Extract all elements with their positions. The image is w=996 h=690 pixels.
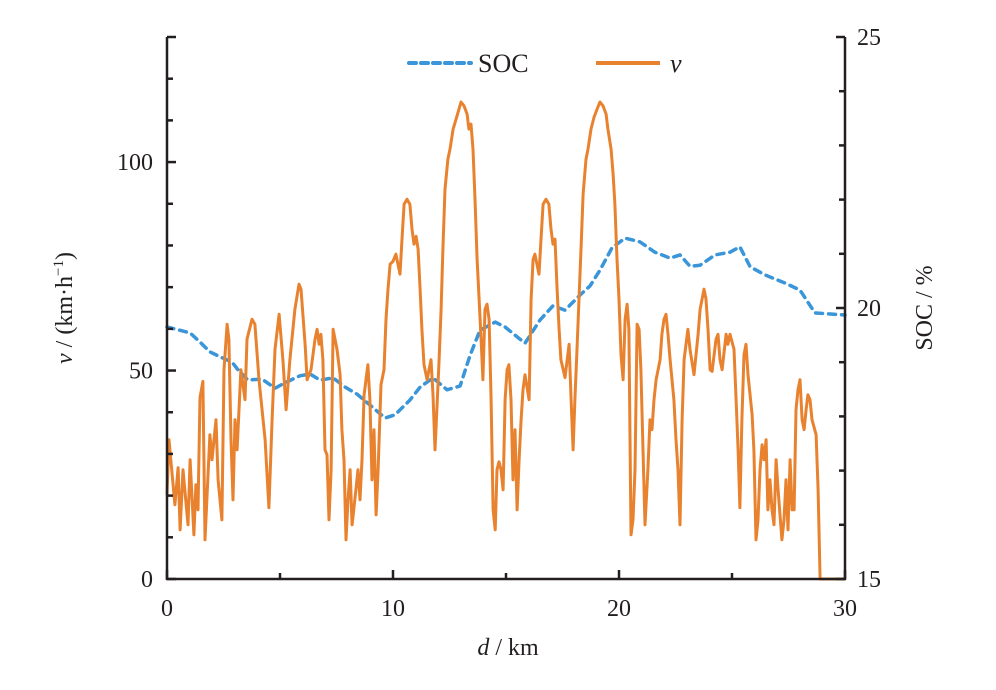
y-axis-label-sup: −1	[51, 260, 67, 276]
y2-tick-label: 20	[857, 296, 881, 322]
x-tick-label: 30	[833, 596, 857, 622]
legend-v-label: v	[670, 49, 682, 78]
y-axis-label-close: )	[52, 252, 78, 260]
y-tick-label: 0	[141, 567, 153, 593]
y-axis-label-var: v	[52, 353, 78, 364]
legend-soc-label: SOC	[478, 49, 529, 78]
x-tick-label: 10	[381, 596, 405, 622]
x-axis-label-var: d	[477, 635, 490, 661]
y2-tick-label: 15	[857, 567, 881, 593]
series-soc-line	[165, 236, 847, 420]
ticks-layer: 0 10 20 30 0 50 100 15 20 25	[117, 25, 881, 622]
y-tick-label: 50	[129, 359, 153, 385]
x-tick-label: 0	[161, 596, 173, 622]
series-v-line	[165, 100, 845, 581]
x-tick-label: 20	[607, 596, 631, 622]
y-axis-label: v / (km·h−1)	[51, 252, 78, 364]
legend: SOC v	[407, 49, 682, 78]
y-axis-label-unit: / (km·h	[52, 276, 78, 353]
y-tick-label: 100	[117, 150, 153, 176]
series-layer	[165, 100, 847, 581]
x-axis-label: d / km	[477, 635, 539, 661]
x-axis-label-unit: / km	[489, 635, 539, 661]
y2-axis-label: SOC / %	[912, 265, 938, 350]
y2-tick-label: 25	[857, 25, 881, 51]
